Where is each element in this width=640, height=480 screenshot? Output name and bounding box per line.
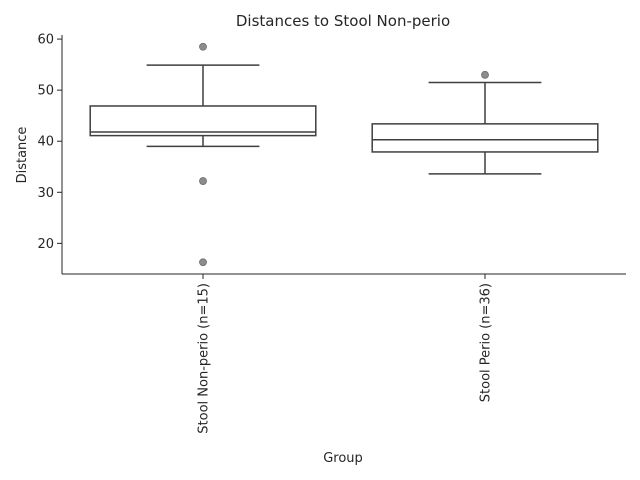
chart-title: Distances to Stool Non-perio (236, 12, 450, 30)
box (371, 123, 599, 153)
y-tick-label: 60 (37, 33, 54, 48)
outlier-point (199, 258, 207, 267)
y-tick-label: 30 (37, 186, 54, 201)
y-axis-label: Distance (15, 127, 30, 184)
y-tick-label: 40 (37, 135, 54, 150)
outlier-point (481, 70, 489, 79)
box (89, 105, 317, 137)
box-group (371, 70, 599, 175)
x-tick-labels: Stool Non-perio (n=15) Stool Perio (n=36) (197, 274, 494, 434)
box-group (89, 42, 317, 267)
x-tick-label: Stool Non-perio (n=15) (197, 283, 212, 434)
outlier-point (199, 42, 207, 51)
y-tick-labels: 20 30 40 50 60 (37, 33, 62, 252)
x-axis-label: Group (323, 451, 363, 466)
outlier-point (199, 177, 207, 185)
plot-area (89, 42, 599, 267)
y-tick-label: 20 (37, 237, 54, 252)
y-tick-label: 50 (37, 84, 54, 99)
x-tick-label: Stool Perio (n=36) (479, 283, 494, 402)
